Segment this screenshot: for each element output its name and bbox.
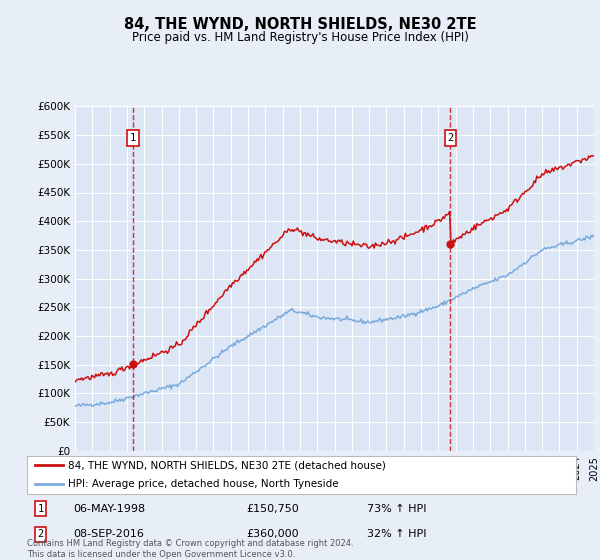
Text: 84, THE WYND, NORTH SHIELDS, NE30 2TE (detached house): 84, THE WYND, NORTH SHIELDS, NE30 2TE (d…: [68, 460, 386, 470]
Text: 1: 1: [38, 504, 44, 514]
Text: 2: 2: [38, 529, 44, 539]
Text: 06-MAY-1998: 06-MAY-1998: [74, 504, 146, 514]
Text: 2: 2: [447, 133, 454, 143]
Text: 84, THE WYND, NORTH SHIELDS, NE30 2TE: 84, THE WYND, NORTH SHIELDS, NE30 2TE: [124, 17, 476, 32]
Text: 32% ↑ HPI: 32% ↑ HPI: [367, 529, 427, 539]
Text: Price paid vs. HM Land Registry's House Price Index (HPI): Price paid vs. HM Land Registry's House …: [131, 31, 469, 44]
Text: 08-SEP-2016: 08-SEP-2016: [74, 529, 145, 539]
Text: £150,750: £150,750: [247, 504, 299, 514]
Text: Contains HM Land Registry data © Crown copyright and database right 2024.
This d: Contains HM Land Registry data © Crown c…: [27, 539, 353, 559]
Text: 1: 1: [130, 133, 136, 143]
Text: HPI: Average price, detached house, North Tyneside: HPI: Average price, detached house, Nort…: [68, 479, 339, 489]
Text: 73% ↑ HPI: 73% ↑ HPI: [367, 504, 427, 514]
Text: £360,000: £360,000: [247, 529, 299, 539]
